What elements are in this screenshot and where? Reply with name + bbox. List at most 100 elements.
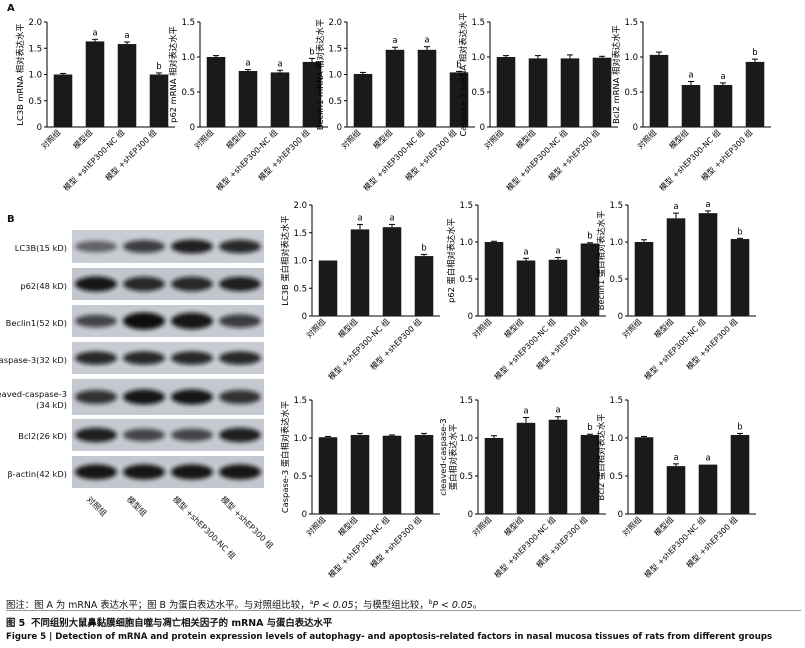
x-tick-label: 模型 +shEP300-NC 组 [492, 514, 558, 580]
y-tick-label: 1.5 [28, 44, 42, 54]
y-axis-label: Beclin1 mRNA 相对表达水平 [315, 19, 325, 130]
x-tick-label: 模型组 [667, 127, 691, 151]
blot-label-beclin1: Beclin1(52 kD) [5, 318, 67, 328]
x-tick-label: 模型组 [71, 127, 95, 151]
blot-band [171, 389, 213, 405]
y-tick-label: 2.0 [293, 201, 307, 211]
blot-label-caspase3: Caspase-3(32 kD) [0, 355, 67, 365]
significance-label: b [156, 62, 161, 72]
significance-label: b [309, 47, 314, 57]
significance-label: b [737, 422, 742, 432]
significance-label: a [389, 213, 394, 223]
blot-label-beta-actin: β-actin(42 kD) [7, 469, 67, 479]
y-axis-label: Bcl2 蛋白相对表达水平 [596, 414, 606, 501]
blot-band [123, 389, 165, 405]
y-tick-label: 0.5 [471, 88, 485, 98]
y-tick-label: 0 [618, 510, 623, 520]
y-tick-label: 0 [618, 312, 623, 322]
bar-3 [417, 49, 437, 128]
bar-4 [414, 434, 434, 514]
y-tick-label: 0 [633, 123, 638, 133]
blot-band [123, 312, 165, 330]
bar-1 [634, 242, 654, 316]
bar-4 [745, 61, 765, 127]
y-tick-label: 0 [302, 312, 307, 322]
bar-3 [117, 44, 137, 127]
figure-note: 图注：图 A 为 mRNA 表达水平；图 B 为蛋白表达水平。与对照组比较，aP… [6, 597, 482, 611]
significance-label: b [421, 243, 426, 253]
y-axis-label: Caspase-3 mRNA 相对表达水平 [458, 12, 468, 136]
y-axis-label: p62 mRNA 相对表达水平 [168, 26, 178, 123]
blot-label-bcl2: Bcl2(26 kD) [18, 431, 67, 441]
y-tick-label: 0.5 [181, 88, 195, 98]
x-tick-label: 模型 +shEP300-NC 组 [504, 127, 570, 193]
blot-strip-1 [72, 230, 264, 263]
blot-band [75, 464, 117, 480]
y-tick-label: 1.0 [328, 71, 342, 81]
x-tick-label: 对照组 [620, 514, 644, 538]
significance-label: a [523, 247, 528, 257]
y-tick-label: 1.5 [459, 201, 473, 211]
significance-label: a [705, 200, 710, 210]
x-tick-label: 模型组 [336, 514, 360, 538]
blot-band [219, 314, 261, 328]
blot-band [75, 390, 117, 404]
y-tick-label: 2.0 [28, 18, 42, 28]
significance-label: b [737, 227, 742, 237]
y-tick-label: 0.5 [624, 88, 638, 98]
y-tick-label: 0.5 [609, 275, 623, 285]
y-tick-label: 0 [468, 312, 473, 322]
blot-band [171, 276, 213, 292]
bar-1 [484, 242, 504, 316]
blot-strip-4 [72, 342, 264, 374]
blot-band [219, 464, 261, 480]
x-tick-label: 模型组 [336, 316, 360, 340]
significance-label: a [688, 71, 693, 81]
y-tick-label: 0 [468, 510, 473, 520]
x-tick-label: 模型组 [514, 127, 538, 151]
y-tick-label: 1.0 [471, 53, 485, 63]
x-tick-label: 模型 +shEP300-NC 组 [361, 127, 427, 193]
y-tick-label: 1.0 [293, 434, 307, 444]
blot-band [219, 276, 261, 292]
y-tick-label: 0.5 [459, 275, 473, 285]
blot-band [219, 351, 261, 365]
x-tick-label: 模型组 [652, 514, 676, 538]
significance-label: a [673, 202, 678, 212]
y-tick-label: 0 [37, 123, 42, 133]
x-tick-label: 模型 +shEP300-NC 组 [657, 127, 723, 193]
caption-en: Figure 5 | Detection of mRNA and protein… [6, 632, 773, 642]
x-tick-label: 模型组 [224, 127, 248, 151]
y-tick-label: 0 [480, 123, 485, 133]
bar-2 [516, 260, 536, 316]
y-tick-label: 0 [190, 123, 195, 133]
x-tick-label: 模型 +shEP300-NC 组 [642, 514, 708, 580]
y-tick-label: 1.5 [609, 396, 623, 406]
x-tick-label: 对照组 [304, 316, 328, 340]
caption-cn: 图 5 不同组别大鼠鼻黏膜细胞自噬与凋亡相关因子的 mRNA 与蛋白表达水平 [6, 615, 332, 629]
y-tick-label: 1.5 [609, 201, 623, 211]
y-tick-label: 1.0 [293, 257, 307, 267]
y-tick-label: 1.0 [181, 53, 195, 63]
panel-a-letter: A [7, 3, 15, 14]
x-tick-label: 对照组 [39, 127, 63, 151]
y-tick-label: 0.5 [328, 97, 342, 107]
blot-strip-5 [72, 379, 264, 415]
significance-label: a [277, 59, 282, 69]
y-tick-label: 1.5 [471, 18, 485, 28]
x-tick-label: 模型组 [371, 127, 395, 151]
caption-cn-number: 图 5 [6, 618, 26, 629]
bar-2 [350, 434, 370, 514]
significance-label: a [523, 406, 528, 416]
y-axis-label: Caspase-3 蛋白相对表达水平 [280, 401, 290, 513]
blot-band [219, 239, 261, 254]
bar-2 [666, 466, 686, 514]
y-tick-label: 0.5 [293, 472, 307, 482]
significance-label: a [124, 31, 129, 41]
